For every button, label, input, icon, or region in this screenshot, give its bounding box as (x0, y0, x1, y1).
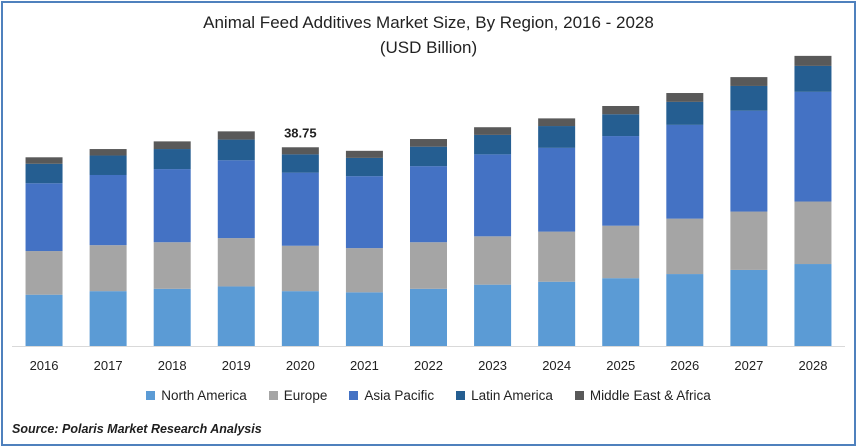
chart-subtitle: (USD Billion) (379, 38, 478, 57)
x-tick-label: 2017 (94, 358, 123, 373)
bar-segment-middle-east-africa-2022 (410, 139, 447, 147)
bar-segment-north-america-2026 (666, 274, 704, 346)
x-tick-label: 2027 (734, 358, 763, 373)
bar-segment-north-america-2022 (410, 288, 447, 346)
bar-segment-middle-east-africa-2017 (89, 149, 127, 156)
bar-segment-europe-2017 (89, 245, 127, 292)
bar-segment-asia-pacific-2026 (666, 124, 704, 219)
bar-segment-middle-east-africa-2023 (474, 127, 512, 135)
bar-segment-europe-2027 (730, 211, 768, 270)
x-tick-label: 2022 (414, 358, 443, 373)
x-tick-label: 2023 (478, 358, 507, 373)
bar-segment-north-america-2024 (538, 281, 576, 346)
bar-segment-middle-east-africa-2028 (794, 55, 832, 66)
legend-label: North America (161, 388, 247, 403)
bar-segment-latin-america-2018 (153, 149, 191, 170)
x-tick-label: 2018 (158, 358, 187, 373)
bar-segment-north-america-2016 (25, 294, 63, 346)
bar-segment-latin-america-2021 (345, 157, 383, 177)
bar-segment-europe-2024 (538, 231, 576, 282)
bar-segment-latin-america-2020 (281, 154, 319, 173)
legend-item: Asia Pacific (349, 388, 434, 403)
bar-segment-asia-pacific-2017 (89, 174, 127, 246)
bar-segment-europe-2023 (474, 236, 512, 285)
bar-segment-asia-pacific-2022 (410, 166, 447, 243)
bar-segment-middle-east-africa-2024 (538, 118, 576, 127)
legend-swatch (574, 391, 584, 400)
bar-segment-middle-east-africa-2021 (345, 150, 383, 158)
legend-item: North America (146, 388, 247, 403)
bar-segment-north-america-2027 (730, 269, 768, 346)
bar-segment-asia-pacific-2016 (25, 183, 63, 252)
legend-item: Latin America (456, 388, 553, 403)
bar-segment-north-america-2017 (89, 291, 127, 346)
bar-segment-asia-pacific-2025 (602, 136, 640, 226)
bar-segment-middle-east-africa-2020 (281, 147, 319, 155)
bar-segment-europe-2018 (153, 242, 191, 289)
legend-swatch (349, 391, 359, 400)
bar-segment-middle-east-africa-2026 (666, 93, 704, 102)
bar-segment-europe-2021 (345, 248, 383, 293)
bar-segment-asia-pacific-2018 (153, 169, 191, 243)
x-tick-label: 2028 (799, 358, 828, 373)
legend-label: Middle East & Africa (589, 388, 711, 403)
bar-segment-europe-2028 (794, 201, 832, 265)
x-tick-label: 2025 (606, 358, 635, 373)
bar-segment-latin-america-2023 (474, 134, 512, 155)
bar-segment-north-america-2020 (281, 291, 319, 346)
legend-swatch (456, 391, 466, 400)
bar-segment-north-america-2018 (153, 288, 191, 346)
bar-segment-europe-2022 (410, 242, 447, 289)
bar-segment-middle-east-africa-2016 (25, 157, 63, 164)
x-tick-label: 2021 (350, 358, 379, 373)
chart-title: Animal Feed Additives Market Size, By Re… (203, 13, 654, 32)
bar-segment-asia-pacific-2023 (474, 154, 512, 237)
legend-item: Middle East & Africa (574, 388, 711, 403)
bar-segment-latin-america-2019 (217, 139, 255, 161)
data-label-2020: 38.75 (284, 125, 317, 140)
legend-swatch (146, 391, 156, 400)
x-tick-label: 2019 (222, 358, 251, 373)
bar-segment-europe-2016 (25, 251, 63, 295)
legend-label: Europe (283, 388, 328, 403)
bar-segment-latin-america-2026 (666, 101, 704, 125)
x-tick-label: 2024 (542, 358, 571, 373)
bar-segment-north-america-2025 (602, 278, 640, 346)
bar-segment-latin-america-2016 (25, 163, 63, 184)
chart-legend: North America Europe Asia Pacific Latin Ame… (0, 388, 857, 403)
x-tick-label: 2026 (670, 358, 699, 373)
bar-segment-latin-america-2022 (410, 146, 447, 167)
bar-segment-asia-pacific-2021 (345, 176, 383, 249)
bar-segment-latin-america-2017 (89, 155, 127, 175)
legend-swatch (268, 391, 278, 400)
bar-segment-north-america-2019 (217, 286, 255, 346)
bar-segment-asia-pacific-2020 (281, 172, 319, 246)
bar-segment-latin-america-2027 (730, 85, 768, 111)
x-tick-label: 2020 (286, 358, 315, 373)
bar-segment-asia-pacific-2028 (794, 91, 832, 202)
bar-segment-latin-america-2025 (602, 114, 640, 137)
bar-segment-europe-2025 (602, 225, 640, 279)
bar-segment-europe-2019 (217, 238, 255, 287)
bar-segment-middle-east-africa-2025 (602, 105, 640, 115)
bar-segment-asia-pacific-2019 (217, 160, 255, 239)
bar-segment-middle-east-africa-2019 (217, 131, 255, 140)
legend-item: Europe (268, 388, 328, 403)
bar-segment-latin-america-2024 (538, 126, 576, 148)
legend-label: Asia Pacific (364, 388, 435, 403)
bar-segment-north-america-2021 (345, 292, 383, 346)
bar-segment-middle-east-africa-2027 (730, 77, 768, 86)
bar-segment-europe-2020 (281, 245, 319, 292)
bar-segment-latin-america-2028 (794, 65, 832, 92)
bar-segment-north-america-2028 (794, 264, 832, 346)
x-tick-label: 2016 (30, 358, 59, 373)
bar-segment-asia-pacific-2024 (538, 147, 576, 232)
bar-segment-asia-pacific-2027 (730, 110, 768, 212)
legend-label: Latin America (471, 388, 553, 403)
bar-segment-europe-2026 (666, 218, 704, 275)
bar-segment-north-america-2023 (474, 284, 512, 346)
source-note: Source: Polaris Market Research Analysis (12, 422, 262, 436)
bar-segment-middle-east-africa-2018 (153, 141, 191, 150)
